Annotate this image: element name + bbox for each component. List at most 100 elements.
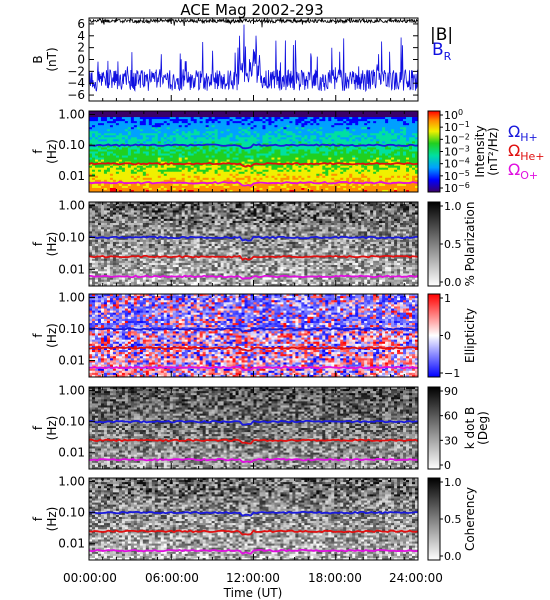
heatmap-cell [250, 151, 254, 154]
heatmap-cell [139, 123, 144, 126]
heatmap-cell [127, 139, 132, 142]
heatmap-cell [202, 153, 207, 156]
heatmap-cell [241, 113, 245, 116]
heatmap-cell [205, 167, 210, 171]
heatmap-cell [385, 137, 389, 140]
heatmap-cell [97, 123, 102, 126]
heatmap-cell [277, 135, 281, 138]
heatmap-cell [199, 159, 204, 163]
heatmap-cell [277, 139, 281, 142]
heatmap-cell [319, 123, 323, 126]
heatmap-cell [238, 119, 242, 122]
heatmap-cell [208, 173, 213, 177]
heatmap-cell [103, 153, 108, 156]
heatmap-cell [196, 155, 201, 158]
heatmap-cell [364, 145, 368, 148]
heatmap-cell [310, 153, 314, 156]
heatmap-cell [391, 171, 395, 175]
heatmap-cell [151, 173, 156, 177]
heatmap-cell [391, 117, 395, 120]
heatmap-cell [406, 163, 410, 167]
heatmap-cell [361, 129, 365, 132]
heatmap-cell [184, 157, 189, 160]
heatmap-cell [325, 131, 329, 134]
heatmap-cell [337, 157, 341, 160]
heatmap-cell [286, 159, 290, 163]
heatmap-cell [370, 167, 374, 171]
heatmap-cell [196, 115, 201, 118]
heatmap-cell [253, 123, 257, 126]
heatmap-cell [232, 153, 236, 156]
heatmap-cell [223, 141, 227, 144]
heatmap-cell [259, 151, 263, 154]
heatmap-cell [229, 153, 233, 156]
heatmap-cell [241, 151, 245, 154]
heatmap-cell [232, 121, 236, 124]
heatmap-cell [337, 123, 341, 126]
heatmap-cell [199, 127, 204, 130]
heatmap-cell [91, 119, 96, 122]
heatmap-cell [376, 163, 380, 167]
heatmap-cell [226, 159, 230, 163]
heatmap-cell [379, 173, 383, 177]
heatmap-cell [379, 127, 383, 130]
heatmap-cell [157, 179, 162, 183]
heatmap-cell [292, 129, 296, 132]
heatmap-cell [232, 141, 236, 144]
heatmap-cell [328, 167, 332, 171]
heatmap-cell [283, 123, 287, 126]
heatmap-cell [265, 141, 269, 144]
heatmap-cell [328, 125, 332, 128]
heatmap-cell [106, 119, 111, 122]
heatmap-cell [352, 135, 356, 138]
heatmap-cell [139, 113, 144, 116]
heatmap-cell [157, 149, 162, 152]
heatmap-cell [280, 131, 284, 134]
heatmap-cell [208, 169, 213, 173]
heatmap-cell [268, 119, 272, 122]
heatmap-cell [298, 129, 302, 132]
heatmap-cell [226, 155, 230, 158]
heatmap-cell [349, 171, 353, 175]
heatmap-cell [310, 133, 314, 136]
heatmap-cell [115, 147, 120, 150]
heatmap-cell [160, 131, 165, 134]
heatmap-cell [412, 159, 416, 163]
heatmap-cell [151, 127, 156, 130]
heatmap-cell [124, 115, 129, 118]
heatmap-cell [160, 171, 165, 175]
heatmap-cell [391, 111, 395, 114]
heatmap-cell [391, 149, 395, 152]
heatmap-cell [271, 171, 275, 175]
heatmap-cell [277, 145, 281, 148]
heatmap-cell [193, 175, 198, 179]
heatmap-cell [178, 123, 183, 126]
heatmap-cell [262, 117, 266, 120]
heatmap-cell [361, 179, 365, 183]
heatmap-cell [214, 137, 219, 140]
heatmap-cell [331, 135, 335, 138]
heatmap-cell [89, 123, 93, 126]
heatmap-cell [133, 171, 138, 175]
heatmap-cell [310, 119, 314, 122]
heatmap-cell [190, 175, 195, 179]
heatmap-cell [253, 141, 257, 144]
heatmap-cell [403, 135, 407, 138]
heatmap-cell [244, 133, 248, 136]
heatmap-cell [364, 169, 368, 173]
heatmap-cell [124, 113, 129, 116]
heatmap-cell [385, 111, 389, 114]
heatmap-cell [181, 169, 186, 173]
heatmap-cell [274, 151, 278, 154]
heatmap-cell [316, 153, 320, 156]
heatmap-cell [124, 121, 129, 124]
heatmap-cell [343, 125, 347, 128]
heatmap-cell [217, 145, 221, 148]
heatmap-cell [130, 129, 135, 132]
heatmap-cell [286, 141, 290, 144]
heatmap-cell [334, 153, 338, 156]
heatmap-cell [274, 147, 278, 150]
heatmap-cell [310, 151, 314, 154]
heatmap-cell [283, 137, 287, 140]
heatmap-cell [151, 137, 156, 140]
